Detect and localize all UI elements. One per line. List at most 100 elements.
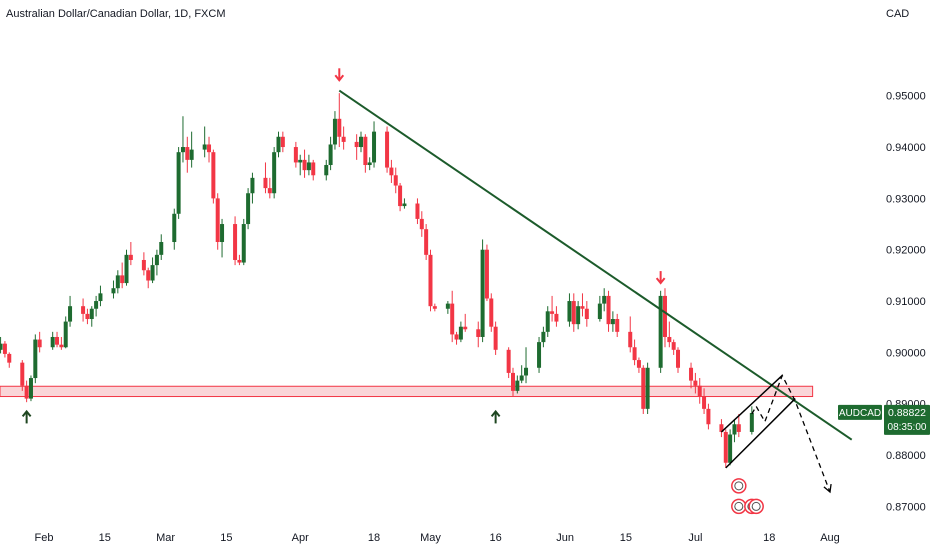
- candle: [159, 234, 164, 260]
- candle: [723, 429, 728, 468]
- candle-body: [506, 349, 511, 373]
- candle: [615, 313, 620, 337]
- candle: [693, 372, 698, 394]
- candle: [220, 218, 225, 258]
- x-tick-label: Apr: [292, 532, 309, 544]
- candle: [393, 167, 398, 194]
- candle: [124, 249, 129, 286]
- candle-body: [372, 131, 377, 163]
- candle: [176, 147, 181, 219]
- candle-body: [98, 293, 103, 302]
- up-arrow-marker: [490, 409, 501, 424]
- candle-body: [658, 295, 663, 368]
- candle-body: [68, 306, 73, 322]
- candle: [115, 270, 120, 294]
- y-tick-label: 0.88000: [886, 450, 926, 462]
- candle-body: [302, 159, 307, 171]
- x-tick-label: Feb: [35, 532, 54, 544]
- candle-body: [324, 165, 329, 176]
- candle-body: [180, 147, 185, 153]
- candle: [728, 429, 733, 466]
- candle-body: [159, 242, 164, 255]
- candle: [367, 157, 372, 171]
- candle: [484, 244, 489, 302]
- candle: [185, 136, 190, 173]
- candle: [263, 162, 268, 194]
- candle-body: [2, 343, 7, 354]
- candle-body: [723, 431, 728, 463]
- candle-body: [689, 367, 694, 381]
- candle-body: [55, 336, 60, 345]
- event-icon-ring: [731, 478, 747, 494]
- candle-body: [85, 313, 90, 320]
- candle: [385, 126, 390, 173]
- candle-body: [419, 218, 424, 230]
- arrow-head: [21, 409, 32, 418]
- x-tick-label: Mar: [156, 532, 175, 544]
- candle-body: [584, 308, 589, 320]
- candle: [567, 293, 572, 327]
- candle: [602, 288, 607, 312]
- candle: [189, 131, 194, 168]
- candle-body: [237, 259, 242, 263]
- candle: [120, 262, 125, 289]
- candle: [662, 288, 667, 348]
- event-icon: [731, 498, 747, 515]
- candle-body: [280, 136, 285, 148]
- candle: [645, 362, 650, 414]
- candle: [506, 347, 511, 379]
- candle: [445, 301, 450, 314]
- candle-body: [207, 144, 212, 153]
- candle: [667, 321, 672, 348]
- candle-body: [94, 301, 99, 309]
- candle: [202, 126, 207, 158]
- candle: [372, 121, 377, 168]
- candle: [24, 380, 29, 403]
- candle: [671, 339, 676, 355]
- candle: [20, 360, 25, 391]
- candle-body: [463, 326, 468, 330]
- candle-body: [693, 380, 698, 386]
- event-icon-ring: [748, 498, 764, 515]
- candle-body: [662, 295, 667, 337]
- candle-body: [215, 198, 220, 243]
- candle-body: [59, 344, 64, 348]
- candle: [59, 336, 64, 350]
- candle: [402, 198, 407, 209]
- candle: [576, 301, 581, 330]
- candle-body: [115, 275, 120, 289]
- candle: [476, 321, 481, 348]
- event-icon-inner: [734, 481, 744, 491]
- candle-body: [728, 434, 733, 463]
- candle-body: [111, 288, 116, 294]
- candle: [463, 313, 468, 332]
- candle-body: [398, 185, 403, 207]
- down-arrow-marker: [334, 68, 345, 82]
- arrow-head: [490, 409, 501, 418]
- event-icon-inner: [734, 501, 744, 511]
- candle: [354, 134, 359, 160]
- candle: [424, 224, 429, 260]
- candle: [215, 193, 220, 250]
- candle: [180, 116, 185, 163]
- candle-body: [667, 336, 672, 343]
- candle-body: [89, 308, 94, 320]
- symbol-label: AUDCAD: [839, 408, 881, 419]
- projection-arrowhead: [823, 483, 832, 494]
- candle-body: [393, 175, 398, 186]
- event-icon: [731, 478, 747, 494]
- candle: [328, 136, 333, 171]
- candle-body: [146, 270, 151, 281]
- candle: [545, 306, 550, 337]
- candle: [550, 295, 555, 322]
- candle: [298, 154, 303, 176]
- x-tick-label: 15: [220, 532, 232, 544]
- candle: [337, 93, 342, 148]
- candle: [419, 211, 424, 237]
- candle-body: [389, 167, 394, 176]
- candle: [146, 267, 151, 289]
- chart-title: Australian Dollar/Canadian Dollar, 1D, F…: [6, 8, 226, 20]
- candle-body: [202, 144, 207, 150]
